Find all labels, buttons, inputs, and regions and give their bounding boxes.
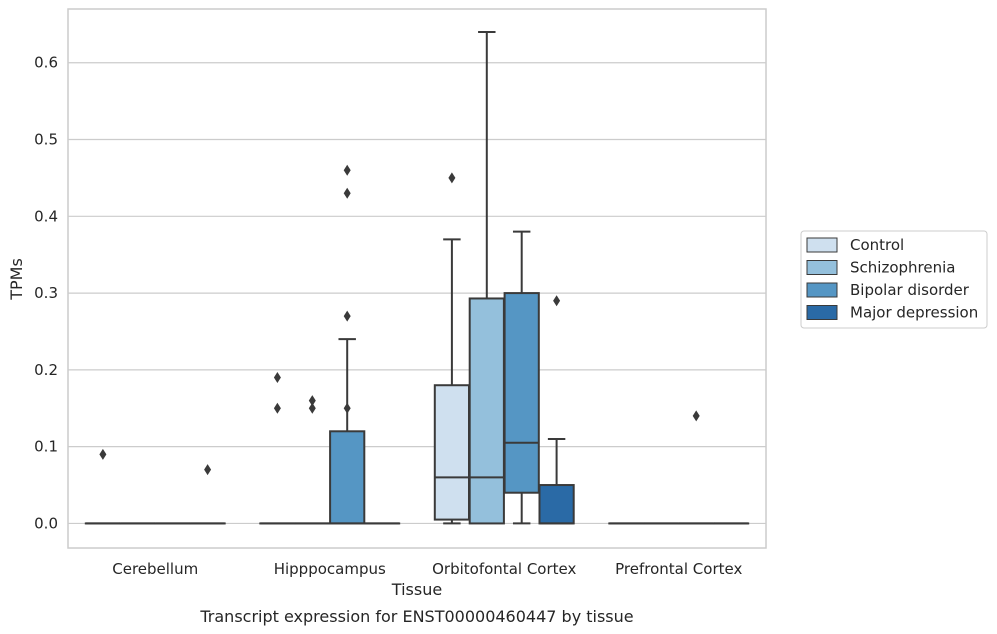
- box-body: [538, 484, 575, 525]
- legend-label: Control: [850, 236, 904, 254]
- y-tick-label: 0.6: [34, 54, 58, 72]
- legend-swatch: [806, 260, 838, 275]
- outlier-point: [99, 448, 107, 460]
- y-tick-label: 0.3: [34, 284, 58, 302]
- outlier-point: [273, 372, 281, 384]
- outlier-point: [692, 410, 700, 422]
- plot-border: [67, 8, 767, 549]
- legend-swatch: [806, 282, 838, 298]
- box-body: [329, 430, 366, 525]
- y-ticks: 0.0 0.1 0.2 0.3 0.4 0.5 0.6: [34, 54, 58, 533]
- y-tick-label: 0.4: [34, 207, 58, 225]
- box-plot: [538, 295, 575, 525]
- legend: Control Schizophrenia Bipolar disorder Majo…: [800, 230, 988, 329]
- outlier-point: [343, 164, 351, 176]
- box-plot: [433, 172, 471, 525]
- box-plot: [503, 230, 540, 525]
- legend-label: Bipolar disorder: [850, 281, 970, 299]
- boxes-layer: [84, 31, 750, 525]
- box-body: [468, 297, 505, 525]
- box-plot: [329, 164, 366, 525]
- box-plot: [84, 448, 122, 525]
- x-axis-title: Tissue: [391, 580, 442, 599]
- box-plot: [468, 31, 505, 525]
- x-tick-label: Cerebellum: [112, 560, 198, 578]
- outlier-point: [448, 172, 456, 184]
- x-tick-label: Prefrontal Cortex: [615, 560, 742, 578]
- outlier-point: [273, 402, 281, 414]
- chart-caption: Transcript expression for ENST0000046044…: [199, 607, 633, 626]
- outlier-point: [308, 395, 316, 407]
- outlier-point: [308, 402, 316, 414]
- box-plot: [189, 464, 226, 525]
- y-tick-label: 0.0: [34, 514, 58, 532]
- plot-frame: [67, 8, 767, 549]
- y-tick-label: 0.5: [34, 131, 58, 149]
- legend-box: [800, 230, 988, 329]
- outlier-point: [343, 310, 351, 322]
- outlier-point: [553, 295, 561, 307]
- outlier-point: [343, 187, 351, 199]
- outlier-point: [204, 464, 212, 476]
- x-tick-label: Orbitofontal Cortex: [432, 560, 576, 578]
- legend-swatch: [806, 305, 838, 320]
- x-ticks: Cerebellum Hipppocampus Orbitofontal Corte…: [112, 560, 742, 578]
- box-plot: [259, 372, 296, 525]
- box-body: [503, 292, 540, 494]
- y-tick-label: 0.2: [34, 361, 58, 379]
- box-plot: [294, 395, 331, 525]
- box-plot: [678, 410, 715, 525]
- gridlines: [68, 62, 766, 525]
- box-body: [433, 384, 471, 521]
- legend-label: Schizophrenia: [850, 259, 955, 277]
- outlier-point: [343, 402, 351, 414]
- y-axis-title: TPMs: [7, 258, 26, 301]
- x-tick-label: Hipppocampus: [274, 560, 386, 578]
- legend-label: Major depression: [850, 304, 978, 322]
- legend-swatch: [806, 237, 838, 253]
- y-tick-label: 0.1: [34, 438, 58, 456]
